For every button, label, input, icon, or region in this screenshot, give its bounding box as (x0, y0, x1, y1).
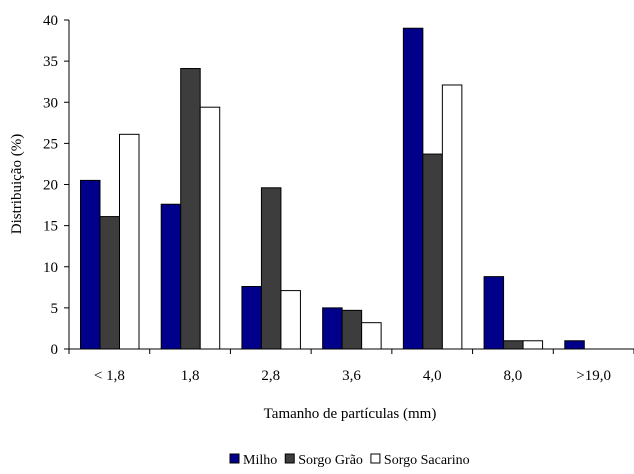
y-tick-label: 20 (43, 178, 58, 194)
x-tick-label: 4,0 (423, 368, 442, 384)
y-tick-label: 5 (51, 301, 59, 317)
legend-swatch-1 (284, 453, 295, 464)
y-tick-label: 25 (43, 136, 58, 152)
y-axis: 0 5 10 15 20 25 30 35 40 (43, 13, 70, 358)
x-tick-label: 8,0 (504, 368, 523, 384)
y-tick-label: 35 (43, 54, 58, 70)
bar-sorgo-sacarino-1 (199, 106, 221, 350)
bar-milho-4 (402, 27, 424, 350)
bar-sorgo-sacarino-2 (280, 290, 301, 350)
legend-swatch-2 (370, 453, 381, 464)
bar-milho-3 (322, 307, 343, 350)
legend-label-2: Sorgo Sacarino (384, 453, 470, 468)
bar-milho-0 (80, 179, 101, 350)
bar-sorgo-sacarino-0 (119, 133, 140, 350)
x-tick-label: 1,8 (181, 368, 200, 384)
y-tick-label: 40 (43, 13, 58, 29)
bar-milho-1 (160, 203, 182, 350)
bar-sorgo-gr-o-1 (180, 68, 201, 350)
bar-sorgo-gr-o-3 (341, 309, 363, 350)
legend: Milho Sorgo Grão Sorgo Sacarino (229, 453, 470, 468)
bars-group (80, 27, 585, 350)
x-tick-label: >19,0 (576, 368, 611, 384)
bar-sorgo-gr-o-0 (99, 216, 120, 350)
y-tick-label: 10 (43, 260, 58, 276)
y-axis-title: Distribuição (%) (9, 134, 25, 234)
bar-sorgo-gr-o-4 (422, 153, 443, 350)
y-tick-label: 0 (51, 342, 59, 358)
bar-milho-5 (483, 276, 505, 350)
x-tick-label: 2,8 (261, 368, 280, 384)
legend-label-0: Milho (243, 453, 277, 468)
bar-sorgo-gr-o-5 (503, 340, 524, 350)
bar-milho-6 (564, 340, 585, 350)
bar-sorgo-sacarino-4 (441, 84, 463, 350)
x-axis: < 1,8 1,8 2,8 3,6 4,0 8,0 >19,0 (68, 348, 634, 384)
bar-sorgo-gr-o-2 (260, 187, 282, 350)
x-tick-label: 3,6 (342, 368, 361, 384)
bar-sorgo-sacarino-3 (361, 322, 382, 350)
y-tick-label: 15 (43, 219, 58, 235)
bar-sorgo-sacarino-5 (522, 340, 544, 350)
x-axis-title: Tamanho de partículas (mm) (264, 406, 437, 422)
legend-swatch-0 (229, 453, 240, 464)
legend-label-1: Sorgo Grão (298, 453, 363, 468)
y-tick-label: 30 (43, 95, 58, 111)
bar-milho-2 (241, 285, 262, 350)
x-tick-label: < 1,8 (94, 368, 125, 384)
